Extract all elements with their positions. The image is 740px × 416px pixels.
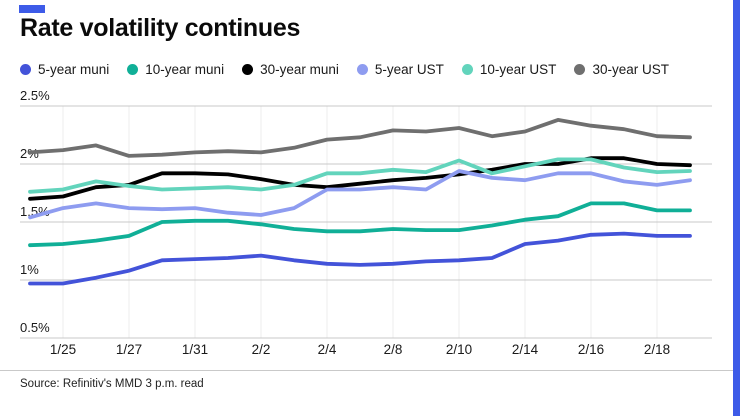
legend-label: 10-year muni [145, 62, 225, 77]
legend-swatch-icon [574, 64, 586, 75]
legend-label: 30-year muni [260, 62, 339, 77]
x-axis-tick-label: 1/31 [182, 342, 208, 357]
series-line-5-year-muni [28, 231, 692, 286]
series-line-30-year-ust [28, 117, 692, 158]
brand-accent-strip [733, 0, 740, 416]
legend-swatch-icon [242, 64, 254, 75]
source-note: Source: Refinitiv's MMD 3 p.m. read [20, 378, 204, 390]
legend-item-10-year-muni: 10-year muni [127, 62, 224, 77]
x-axis-tick-label: 2/18 [644, 342, 670, 357]
x-axis-tick-label: 2/8 [384, 342, 403, 357]
series-line-10-year-ust [28, 157, 692, 194]
legend-item-30-year-muni: 30-year muni [242, 62, 339, 77]
legend-label: 30-year UST [592, 62, 669, 77]
legend-label: 10-year UST [479, 62, 557, 77]
legend-label: 5-year UST [374, 62, 444, 77]
legend-swatch-icon [461, 64, 473, 75]
y-axis-tick-label: 2.5% [20, 90, 50, 103]
chart-legend: 5-year muni 10-year muni 30-year muni 5-… [20, 62, 669, 77]
x-axis-tick-label: 2/16 [578, 342, 604, 357]
legend-swatch-icon [356, 64, 368, 75]
x-axis-tick-label: 2/14 [512, 342, 539, 357]
x-axis-tick-label: 1/25 [50, 342, 76, 357]
series-line-10-year-muni [28, 201, 692, 248]
y-axis-tick-label: 1% [20, 262, 39, 277]
footer-divider [0, 370, 733, 371]
legend-label: 5-year muni [38, 62, 110, 77]
brand-accent-mark [19, 5, 45, 13]
legend-swatch-icon [127, 64, 139, 75]
legend-swatch-icon [20, 64, 31, 75]
chart-svg: 2.5%2%1.5%1%0.5%1/25 1/27 1/31 2/2 2/4 2/8 2/1… [20, 90, 712, 357]
legend-item-5-year-muni: 5-year muni [20, 62, 109, 77]
legend-item-10-year-ust: 10-year UST [461, 62, 557, 77]
x-axis-tick-label: 2/10 [446, 342, 472, 357]
series-line-5-year-ust [28, 169, 692, 220]
y-axis-tick-label: 0.5% [20, 320, 50, 335]
legend-item-30-year-ust: 30-year UST [574, 62, 669, 77]
x-axis-tick-label: 2/4 [318, 342, 337, 357]
page-title: Rate volatility continues [20, 14, 301, 42]
legend-item-5-year-ust: 5-year UST [356, 62, 444, 77]
x-axis-tick-label: 2/2 [252, 342, 271, 357]
x-axis-tick-label: 1/27 [116, 342, 142, 357]
